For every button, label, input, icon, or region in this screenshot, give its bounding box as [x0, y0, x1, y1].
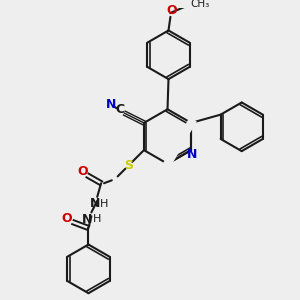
Text: N: N: [187, 148, 197, 160]
Text: O: O: [77, 165, 88, 178]
Text: C: C: [115, 103, 124, 116]
Text: O: O: [62, 212, 72, 225]
Text: S: S: [124, 159, 133, 172]
Text: N: N: [106, 98, 116, 111]
Text: O: O: [166, 4, 177, 16]
Text: N: N: [90, 197, 101, 210]
Text: H: H: [100, 199, 108, 209]
Text: N: N: [82, 213, 93, 226]
Text: CH₃: CH₃: [190, 0, 209, 9]
Text: H: H: [93, 214, 101, 224]
